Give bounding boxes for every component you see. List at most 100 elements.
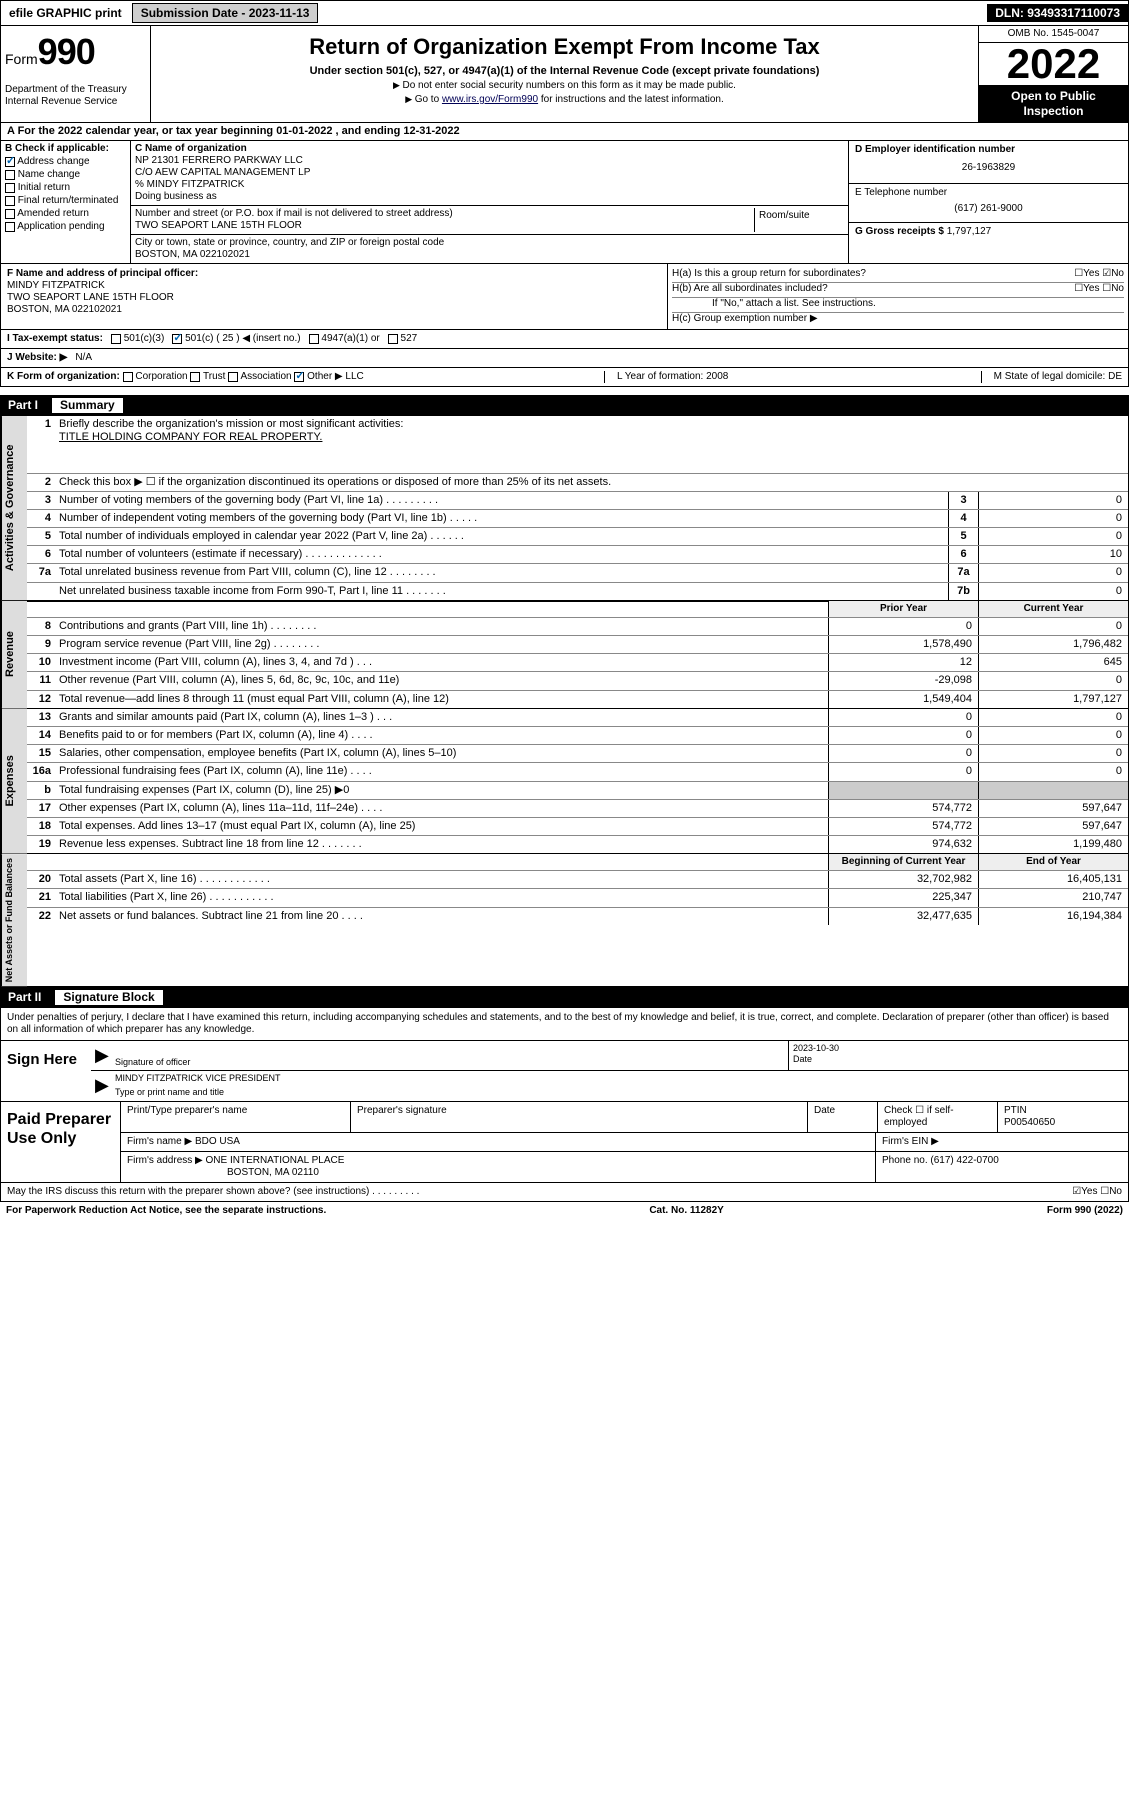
c12: 1,797,127 [978, 691, 1128, 708]
ha-label: H(a) Is this a group return for subordin… [672, 268, 1004, 280]
prep-date-hdr: Date [808, 1102, 878, 1132]
l6: Total number of volunteers (estimate if … [55, 546, 948, 563]
website-val: N/A [75, 352, 92, 364]
e22: 16,194,384 [978, 908, 1128, 925]
k-trust[interactable]: Trust [203, 371, 225, 382]
dept: Department of the Treasury Internal Reve… [5, 84, 146, 108]
l19: Revenue less expenses. Subtract line 18 … [55, 836, 828, 853]
k-assoc[interactable]: Association [240, 371, 291, 382]
ck-pending[interactable]: Application pending [5, 221, 126, 233]
open-inspection: Open to Public Inspection [979, 85, 1128, 122]
p19: 974,632 [828, 836, 978, 853]
c-label: 501(c) ( 25 ) ◀ (insert no.) [185, 333, 301, 344]
prep-self-hdr[interactable]: Check ☐ if self-employed [878, 1102, 998, 1132]
last-line: For Paperwork Reduction Act Notice, see … [0, 1202, 1129, 1220]
hdr-right: OMB No. 1545-0047 2022 Open to Public In… [978, 26, 1128, 122]
form-title: Return of Organization Exempt From Incom… [155, 34, 974, 60]
hc-label: H(c) Group exemption number ▶ [672, 313, 1124, 325]
org-name-3: % MINDY FITZPATRICK [135, 179, 844, 191]
sub1: Under section 501(c), 527, or 4947(a)(1)… [155, 65, 974, 78]
c9: 1,796,482 [978, 636, 1128, 653]
k-other[interactable]: Other ▶ [307, 371, 342, 382]
sub3: Go to www.irs.gov/Form990 for instructio… [155, 94, 974, 106]
ck-amended[interactable]: Amended return [5, 208, 126, 220]
sig-name-val: MINDY FITZPATRICK VICE PRESIDENT [115, 1073, 1124, 1087]
b21: 225,347 [828, 889, 978, 906]
ck-501c3[interactable]: 501(c)(3) [111, 333, 164, 345]
col-c: C Name of organization NP 21301 FERRERO … [131, 141, 848, 263]
v7b: 0 [978, 583, 1128, 600]
l21: Total liabilities (Part X, line 26) . . … [55, 889, 828, 906]
block-fh: F Name and address of principal officer:… [0, 264, 1129, 330]
efile-label[interactable]: efile GRAPHIC print [1, 4, 130, 22]
col-cy: Current Year [978, 601, 1128, 617]
h-note: If "No," attach a list. See instructions… [672, 298, 1124, 310]
v3: 0 [978, 492, 1128, 509]
submission-date[interactable]: Submission Date - 2023-11-13 [132, 3, 319, 23]
k-year: L Year of formation: 2008 [604, 371, 740, 383]
sec-governance: Activities & Governance 1Briefly describ… [0, 416, 1129, 601]
c10: 645 [978, 654, 1128, 671]
c11: 0 [978, 672, 1128, 689]
k-corp[interactable]: Corporation [135, 371, 187, 382]
phone-label: E Telephone number [855, 187, 1122, 199]
hdr-mid: Return of Organization Exempt From Incom… [151, 26, 978, 122]
ck-initial-label: Initial return [18, 182, 70, 193]
ck-address-label: Address change [17, 156, 89, 167]
p8: 0 [828, 618, 978, 635]
form-number: Form990 [5, 30, 146, 73]
p10: 12 [828, 654, 978, 671]
firm-phone-val: (617) 422-0700 [930, 1155, 998, 1166]
p17: 574,772 [828, 800, 978, 817]
v6: 10 [978, 546, 1128, 563]
vlabel-net: Net Assets or Fund Balances [1, 854, 27, 986]
ein-label: D Employer identification number [855, 144, 1122, 156]
org-name-1: NP 21301 FERRERO PARKWAY LLC [135, 155, 844, 167]
ck-name-label: Name change [18, 169, 80, 180]
city-val: BOSTON, MA 022102021 [135, 249, 844, 261]
discuss-yn[interactable]: ☑Yes ☐No [1072, 1186, 1122, 1198]
c16a: 0 [978, 763, 1128, 780]
vlabel-gov: Activities & Governance [1, 416, 27, 600]
p18: 574,772 [828, 818, 978, 835]
ck-501c[interactable]: 501(c) ( 25 ) ◀ (insert no.) [172, 333, 300, 345]
firm-phone-label: Phone no. [882, 1155, 928, 1166]
ein-label2: Firm's EIN ▶ [876, 1133, 1128, 1151]
firm-label: Firm's name ▶ [127, 1136, 192, 1147]
irs-link[interactable]: www.irs.gov/Form990 [442, 94, 538, 105]
l3: Number of voting members of the governin… [55, 492, 948, 509]
l18: Total expenses. Add lines 13–17 (must eq… [55, 818, 828, 835]
c15: 0 [978, 745, 1128, 762]
ck-address[interactable]: Address change [5, 156, 126, 168]
sig-arrow-icon-2: ▶ [91, 1071, 111, 1101]
ck-initial[interactable]: Initial return [5, 182, 126, 194]
ck-pending-label: Application pending [17, 221, 104, 232]
gross-val: 1,797,127 [947, 226, 992, 237]
l20: Total assets (Part X, line 16) . . . . .… [55, 871, 828, 888]
ck-527[interactable]: 527 [388, 333, 417, 345]
l8: Contributions and grants (Part VIII, lin… [55, 618, 828, 635]
col-beg: Beginning of Current Year [828, 854, 978, 870]
row-k: K Form of organization: Corporation Trus… [0, 368, 1129, 387]
p13: 0 [828, 709, 978, 726]
c14: 0 [978, 727, 1128, 744]
hb-yesno[interactable]: ☐Yes ☐No [1004, 283, 1124, 295]
sec-expenses: Expenses 13Grants and similar amounts pa… [0, 709, 1129, 855]
officer-addr1: TWO SEAPORT LANE 15TH FLOOR [7, 292, 661, 304]
paperwork-notice: For Paperwork Reduction Act Notice, see … [6, 1205, 326, 1217]
ck-name[interactable]: Name change [5, 169, 126, 181]
ck-final[interactable]: Final return/terminated [5, 195, 126, 207]
ck-4947[interactable]: 4947(a)(1) or [309, 333, 380, 345]
footer-discuss: May the IRS discuss this return with the… [0, 1183, 1129, 1202]
paid-preparer: Paid Preparer Use Only Print/Type prepar… [0, 1102, 1129, 1183]
ha-yesno[interactable]: ☐Yes ☑No [1004, 268, 1124, 280]
l10: Investment income (Part VIII, column (A)… [55, 654, 828, 671]
e21: 210,747 [978, 889, 1128, 906]
l7a: Total unrelated business revenue from Pa… [55, 564, 948, 581]
a1-label: 4947(a)(1) or [321, 333, 379, 344]
p12: 1,549,404 [828, 691, 978, 708]
527-label: 527 [401, 333, 418, 344]
l1-text: Briefly describe the organization's miss… [59, 418, 403, 430]
sig-arrow-icon: ▶ [91, 1041, 111, 1071]
hdr-left: Form990 Department of the Treasury Inter… [1, 26, 151, 122]
